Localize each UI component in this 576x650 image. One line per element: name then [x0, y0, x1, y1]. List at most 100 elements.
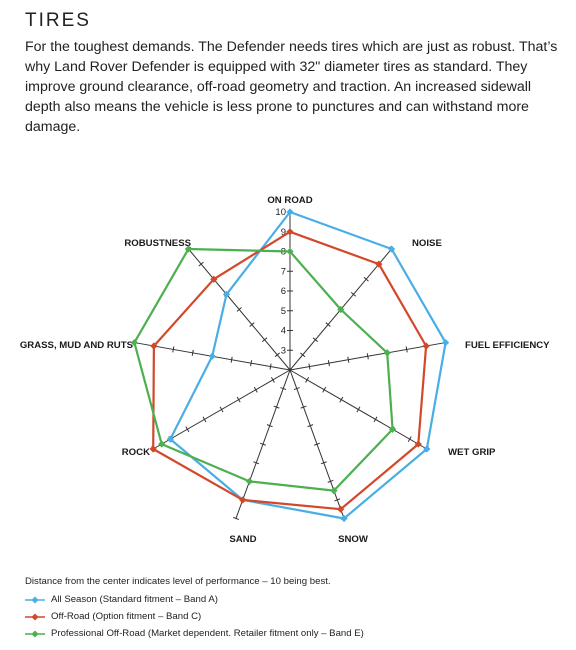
- axis-tick: [202, 416, 207, 423]
- category-label: NOISE: [412, 238, 442, 249]
- series-line: [152, 230, 428, 511]
- series-point: [423, 445, 431, 453]
- axis-tick: [327, 360, 330, 367]
- axis-tick: [407, 436, 412, 442]
- axis-tick: [185, 426, 190, 433]
- axis-tick: [230, 356, 233, 363]
- axis-tick: [320, 461, 327, 465]
- series-point: [387, 245, 396, 253]
- legend-label: Off-Road (Option fitment – Band C): [51, 611, 202, 622]
- axis-tick: [405, 346, 408, 353]
- series-point: [330, 487, 338, 495]
- axis-tick: [312, 337, 319, 343]
- axis-tick: [266, 424, 273, 428]
- series-point: [337, 305, 345, 314]
- axis-tick: [339, 396, 344, 403]
- series-point: [286, 247, 294, 256]
- axis-tick: [274, 352, 280, 358]
- legend-swatch: [25, 612, 45, 622]
- axis-tick: [334, 498, 341, 502]
- axis-tick: [232, 516, 239, 520]
- series-point: [239, 496, 247, 504]
- legend-label: All Season (Standard fitment – Band A): [51, 594, 218, 605]
- axis-tick: [366, 353, 369, 360]
- series-point: [375, 260, 383, 268]
- legend-item: Off-Road (Option fitment – Band C): [25, 608, 364, 625]
- radial-tick-label: 6: [281, 286, 286, 297]
- axis-tick: [350, 292, 357, 297]
- legend-swatch: [25, 595, 45, 605]
- axis-tick: [356, 406, 361, 413]
- axis-tick: [307, 424, 314, 428]
- category-label: ROCK: [122, 447, 150, 458]
- axis-tick: [269, 363, 272, 370]
- series-point: [389, 425, 397, 433]
- series-point: [158, 440, 166, 448]
- series-point: [414, 440, 422, 448]
- axis-tick: [300, 405, 307, 409]
- category-label: SAND: [229, 534, 256, 545]
- chart-note: Distance from the center indicates level…: [25, 576, 331, 587]
- axis-tick: [280, 387, 287, 391]
- radial-tick-label: 7: [281, 266, 286, 277]
- axis-tick: [172, 346, 175, 353]
- series-point: [149, 445, 157, 453]
- axis-tick: [191, 349, 194, 356]
- axis-tick: [305, 377, 310, 383]
- radial-tick-label: 5: [281, 306, 286, 317]
- category-label: ROBUSTNESS: [124, 238, 191, 249]
- legend-label: Professional Off-Road (Market dependent.…: [51, 628, 364, 639]
- series-line: [133, 247, 394, 492]
- series-point: [441, 338, 450, 347]
- radial-tick-label: 10: [275, 207, 286, 218]
- category-label: FUEL EFFICIENCY: [465, 340, 550, 351]
- series-point: [286, 228, 294, 236]
- axis-tick: [261, 337, 268, 343]
- series-point: [166, 435, 174, 443]
- intro-paragraph: For the toughest demands. The Defender n…: [25, 39, 558, 135]
- radial-tick-label: 4: [281, 326, 286, 337]
- radial-tick-label: 9: [281, 227, 286, 238]
- axis-tick: [327, 479, 334, 483]
- page-title: TIRES: [25, 10, 91, 31]
- series-point: [184, 245, 193, 253]
- axis-tick: [314, 442, 321, 446]
- axis-tick: [300, 352, 306, 358]
- series-point: [340, 514, 348, 523]
- axis-tick: [363, 276, 369, 282]
- axis-tick: [219, 406, 224, 413]
- axis-tick: [236, 396, 241, 403]
- category-label: SNOW: [338, 534, 369, 545]
- category-label: GRASS, MUD AND RUTS: [20, 340, 134, 351]
- axis-tick: [253, 461, 260, 465]
- axis-tick: [308, 363, 311, 370]
- series-point: [286, 208, 294, 216]
- axis-tick: [373, 416, 378, 423]
- legend-item: All Season (Standard fitment – Band A): [25, 591, 364, 608]
- axis-tick: [293, 387, 300, 391]
- axis-tick: [347, 356, 350, 363]
- series-point: [130, 338, 139, 347]
- series-point: [383, 349, 391, 357]
- category-label: WET GRIP: [448, 447, 496, 458]
- legend-swatch: [25, 629, 45, 639]
- category-label: ON ROAD: [267, 195, 312, 206]
- series-point: [337, 505, 345, 513]
- axis-tick: [259, 442, 266, 446]
- axis-tick: [273, 405, 280, 409]
- axis-tick: [236, 307, 242, 312]
- axis-tick: [325, 322, 331, 327]
- axis-tick: [253, 386, 258, 393]
- series-line: [169, 210, 447, 520]
- series-point: [208, 352, 216, 360]
- radial-tick-label: 3: [281, 345, 286, 356]
- axis-tick: [250, 360, 253, 367]
- series-point: [210, 275, 218, 283]
- series-point: [422, 342, 430, 350]
- legend-item: Professional Off-Road (Market dependent.…: [25, 625, 364, 642]
- axis-tick: [270, 377, 275, 383]
- chart-legend: All Season (Standard fitment – Band A) Of…: [25, 591, 364, 642]
- series-point: [150, 342, 158, 350]
- axis-tick: [198, 261, 204, 267]
